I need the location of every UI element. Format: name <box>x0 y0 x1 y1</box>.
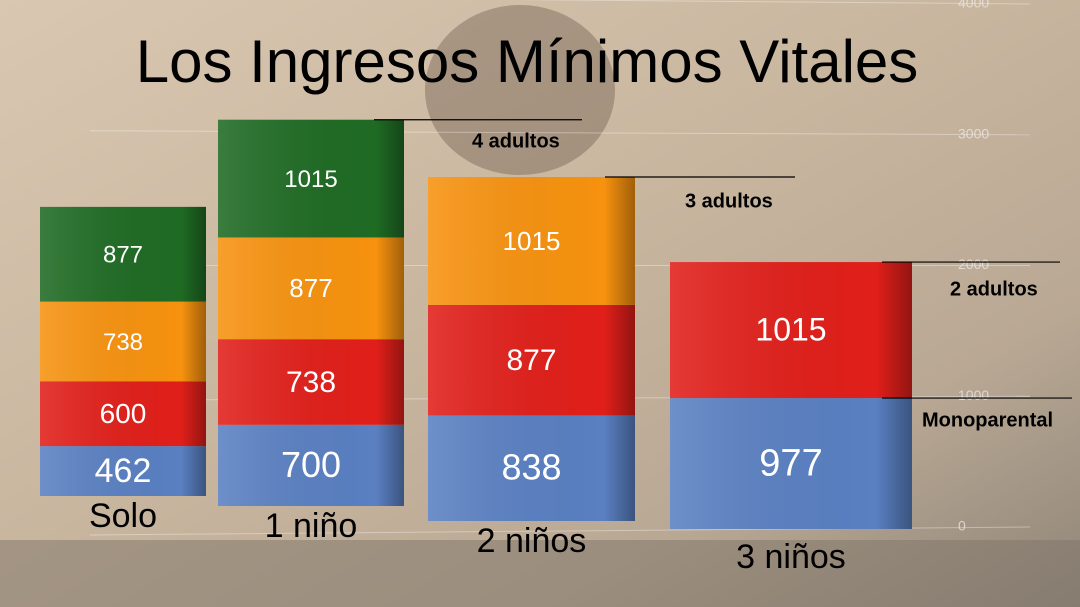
chart-title: Los Ingresos Mínimos Vitales <box>136 28 919 95</box>
legend-label: Monoparental <box>922 409 1053 431</box>
value-label: 977 <box>759 443 822 485</box>
bar-shade <box>40 381 206 447</box>
value-label: 838 <box>501 447 561 488</box>
y-tick-label: 4000 <box>958 0 989 11</box>
x-tick-label: 3 niños <box>736 538 846 576</box>
x-tick-label: 2 niños <box>477 522 587 560</box>
bar-shade <box>670 398 912 529</box>
bar-shade <box>218 119 404 238</box>
background-photo-figure <box>425 5 615 175</box>
value-label: 877 <box>506 344 556 377</box>
value-label: 462 <box>95 452 152 490</box>
value-label: 1015 <box>755 312 826 348</box>
bar-shade <box>40 206 206 302</box>
y-tick-label: 1000 <box>958 387 989 403</box>
bar-shade <box>218 339 404 425</box>
bar-shade <box>428 304 635 416</box>
bar-shade <box>428 415 635 521</box>
value-label: 877 <box>289 273 332 303</box>
bar-shade <box>428 177 635 305</box>
y-tick-label: 0 <box>958 518 966 534</box>
bar-shade <box>218 237 404 340</box>
bar-shade <box>670 262 912 399</box>
bar-shade <box>218 424 404 506</box>
legend-label: 3 adultos <box>685 190 773 212</box>
value-label: 1015 <box>503 226 561 256</box>
value-label: 738 <box>103 329 143 356</box>
grid-line <box>501 0 1031 5</box>
y-tick-label: 3000 <box>958 125 989 141</box>
legend-label: 2 adultos <box>950 278 1038 300</box>
value-label: 877 <box>103 242 143 269</box>
x-tick-label: Solo <box>89 497 157 535</box>
legend-label: 4 adultos <box>472 130 560 152</box>
value-label: 700 <box>281 444 341 485</box>
bar-shade <box>40 446 206 496</box>
bar-shade <box>40 301 206 382</box>
value-label: 1015 <box>284 166 337 193</box>
value-label: 600 <box>100 398 147 429</box>
value-label: 738 <box>286 366 336 399</box>
y-tick-label: 2000 <box>958 256 989 272</box>
background-desk <box>0 540 1080 607</box>
x-tick-label: 1 niño <box>265 507 358 545</box>
